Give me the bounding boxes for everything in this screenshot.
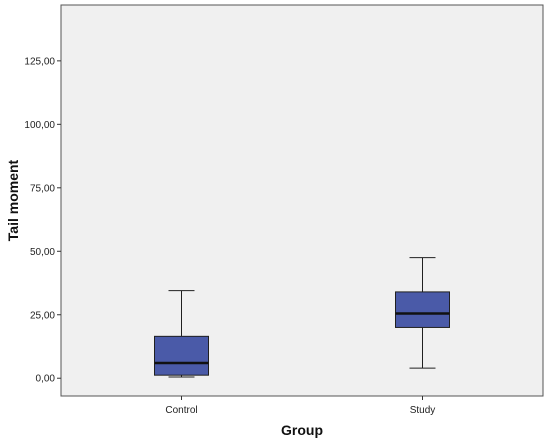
y-axis-title: Tail moment (5, 159, 21, 241)
y-tick-label: 0,00 (36, 374, 56, 385)
x-axis-title: Group (281, 422, 323, 438)
x-tick-label: Control (165, 405, 197, 416)
y-axis: 0,00 25,00 50,00 75,00 100,00 125,00 (24, 56, 61, 385)
iqr-box (395, 291, 450, 328)
boxes-group (154, 257, 450, 378)
x-axis: Control Study (165, 396, 435, 416)
y-tick-label: 50,00 (30, 247, 55, 258)
box-control (154, 290, 209, 378)
box-study (395, 257, 450, 369)
y-tick-label: 100,00 (24, 120, 55, 131)
y-tick-label: 75,00 (30, 183, 55, 194)
x-tick-label: Study (410, 405, 436, 416)
plot-area (60, 4, 544, 397)
y-tick-label: 25,00 (30, 310, 55, 321)
iqr-box (154, 335, 209, 376)
y-tick-label: 125,00 (24, 56, 55, 67)
